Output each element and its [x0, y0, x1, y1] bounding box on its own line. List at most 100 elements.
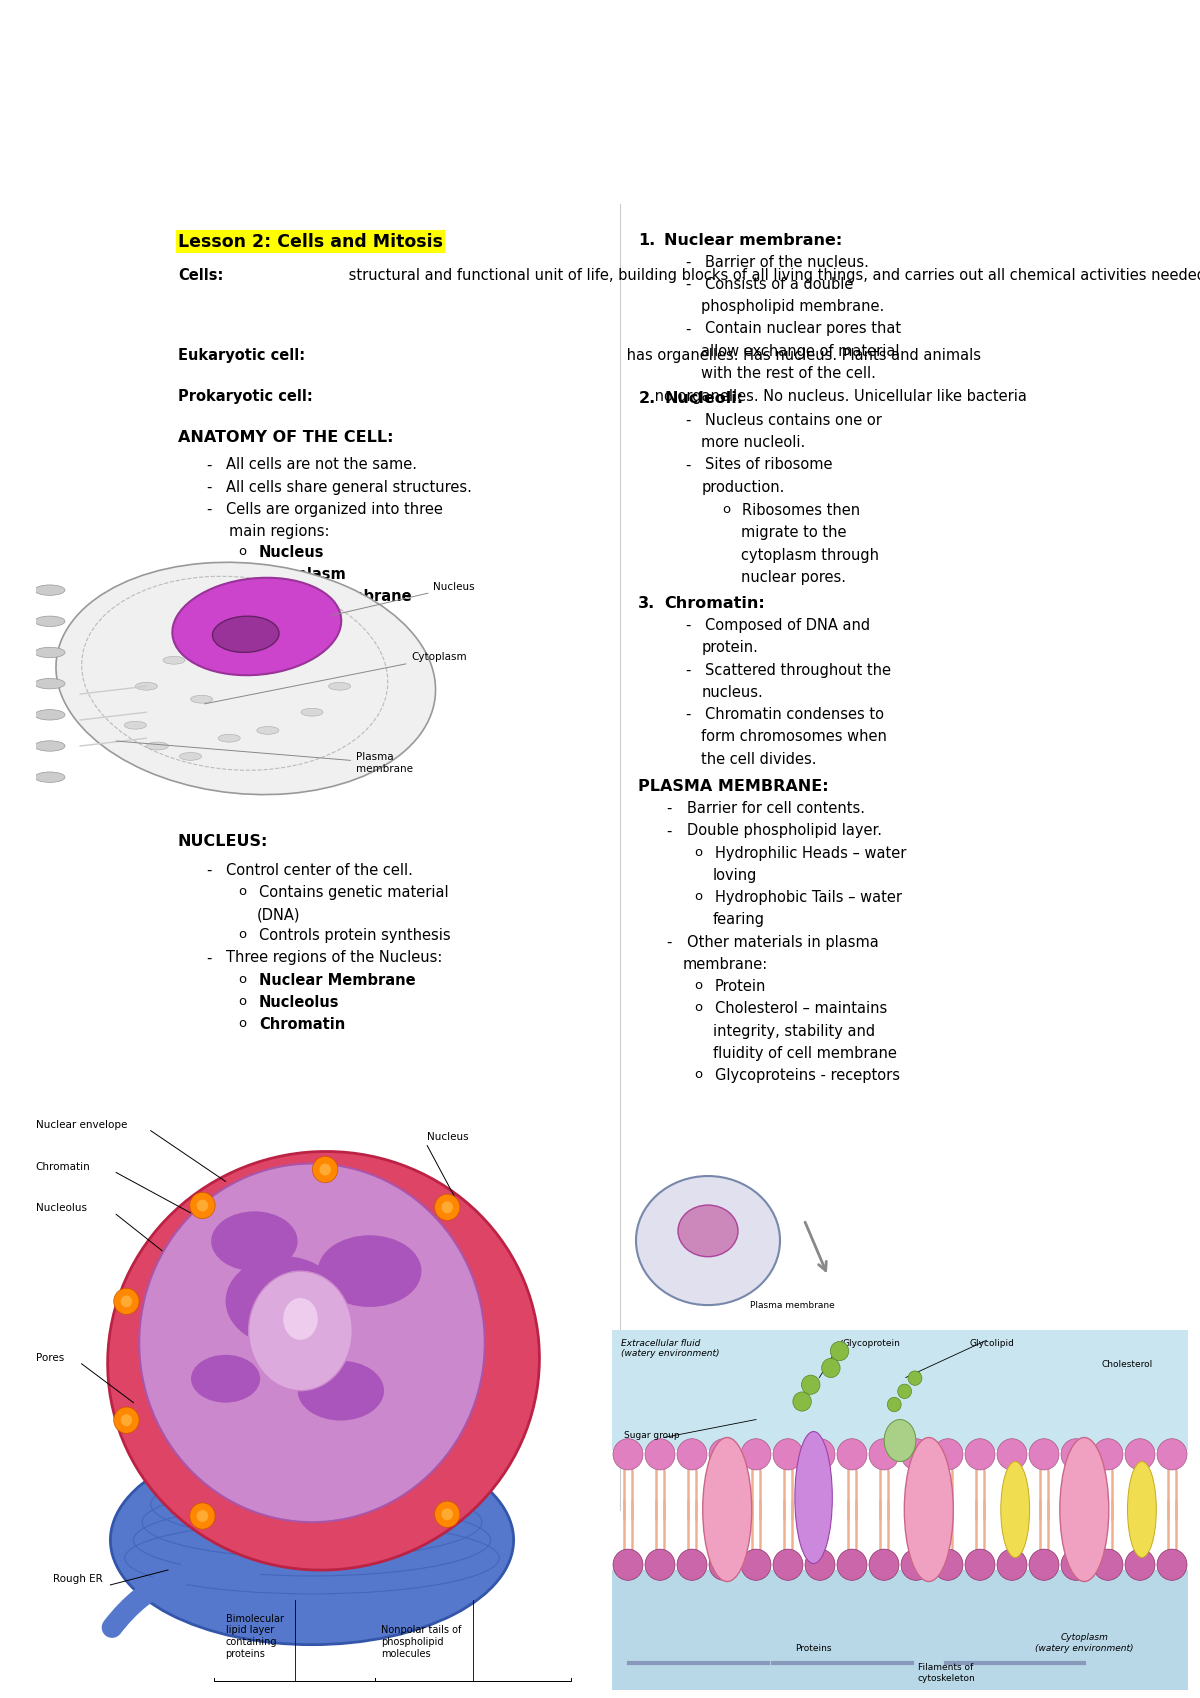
Ellipse shape: [125, 722, 146, 728]
Ellipse shape: [191, 1355, 260, 1403]
Text: allow exchange of material: allow exchange of material: [702, 343, 900, 358]
Text: has organelles. Has nucleus. Plants and animals: has organelles. Has nucleus. Plants and …: [622, 348, 980, 363]
Ellipse shape: [35, 740, 65, 751]
Text: o: o: [722, 503, 730, 516]
Text: Hydrophilic Heads – water: Hydrophilic Heads – water: [714, 846, 906, 861]
Text: Barrier for cell contents.: Barrier for cell contents.: [686, 801, 865, 817]
Text: Filaments of
cytoskeleton: Filaments of cytoskeleton: [917, 1662, 974, 1683]
Text: o: o: [239, 885, 246, 898]
Ellipse shape: [905, 1438, 953, 1581]
Text: loving: loving: [713, 868, 757, 883]
Circle shape: [1061, 1438, 1091, 1470]
Text: Cytoplasm: Cytoplasm: [259, 567, 346, 582]
Ellipse shape: [1128, 1462, 1157, 1557]
Text: -: -: [666, 934, 672, 949]
Circle shape: [613, 1438, 643, 1470]
Text: more nucleoli.: more nucleoli.: [702, 435, 805, 450]
Ellipse shape: [211, 1211, 298, 1272]
Ellipse shape: [884, 1420, 916, 1462]
Text: nuclear pores.: nuclear pores.: [740, 571, 846, 584]
Text: -: -: [206, 863, 211, 878]
Circle shape: [742, 1549, 770, 1581]
Text: o: o: [239, 545, 246, 559]
Text: migrate to the: migrate to the: [740, 525, 846, 540]
Circle shape: [898, 1384, 912, 1399]
Ellipse shape: [35, 773, 65, 783]
Text: Nucleus: Nucleus: [427, 1131, 469, 1141]
Circle shape: [709, 1438, 739, 1470]
Text: Nuclear Membrane: Nuclear Membrane: [259, 973, 415, 988]
Ellipse shape: [212, 616, 280, 652]
Circle shape: [646, 1438, 674, 1470]
Text: o: o: [239, 929, 246, 941]
Ellipse shape: [1060, 1438, 1109, 1581]
Text: fearing: fearing: [713, 912, 764, 927]
Ellipse shape: [173, 577, 341, 676]
Text: Extracellular fluid
(watery environment): Extracellular fluid (watery environment): [620, 1338, 719, 1358]
Text: ANATOMY OF THE CELL:: ANATOMY OF THE CELL:: [178, 430, 394, 445]
Circle shape: [901, 1549, 931, 1581]
Text: -: -: [685, 321, 690, 336]
Circle shape: [190, 1192, 215, 1219]
Text: production.: production.: [702, 479, 785, 494]
Circle shape: [742, 1438, 770, 1470]
Ellipse shape: [191, 696, 212, 703]
Ellipse shape: [180, 752, 202, 761]
Circle shape: [805, 1549, 835, 1581]
Text: Rough ER: Rough ER: [53, 1574, 102, 1584]
Text: -: -: [206, 951, 211, 966]
Text: -: -: [206, 479, 211, 494]
Circle shape: [121, 1296, 132, 1307]
Text: Nucleolus: Nucleolus: [259, 995, 340, 1010]
Circle shape: [613, 1549, 643, 1581]
Ellipse shape: [218, 734, 240, 742]
Ellipse shape: [139, 1163, 485, 1521]
Text: Composed of DNA and: Composed of DNA and: [706, 618, 870, 633]
Text: o: o: [694, 1068, 702, 1082]
Circle shape: [114, 1289, 139, 1314]
Circle shape: [1030, 1549, 1058, 1581]
Ellipse shape: [298, 1360, 384, 1421]
Text: Consists of a double: Consists of a double: [706, 277, 853, 292]
Text: fluidity of cell membrane: fluidity of cell membrane: [713, 1046, 896, 1061]
Ellipse shape: [35, 616, 65, 627]
Circle shape: [773, 1438, 803, 1470]
Text: Cytoplasm: Cytoplasm: [204, 652, 467, 705]
Text: o: o: [694, 1002, 702, 1014]
Text: 3.: 3.: [638, 596, 655, 611]
Text: Chromatin: Chromatin: [36, 1161, 90, 1172]
Circle shape: [773, 1549, 803, 1581]
Text: Chromatin: Chromatin: [259, 1017, 346, 1032]
Text: Pores: Pores: [36, 1353, 64, 1363]
Text: Contains genetic material: Contains genetic material: [259, 885, 449, 900]
Text: 2.: 2.: [638, 391, 655, 406]
Text: -: -: [206, 503, 211, 516]
Text: Sites of ribosome: Sites of ribosome: [706, 457, 833, 472]
Circle shape: [197, 1199, 208, 1211]
Ellipse shape: [703, 1438, 751, 1581]
Circle shape: [1157, 1438, 1187, 1470]
Text: Plasma Membrane: Plasma Membrane: [259, 589, 412, 604]
Text: Nucleoli:: Nucleoli:: [665, 391, 744, 406]
Text: -: -: [685, 277, 690, 292]
Circle shape: [434, 1501, 460, 1528]
Text: Glycoprotein: Glycoprotein: [842, 1338, 900, 1348]
Text: main regions:: main regions:: [229, 525, 330, 538]
Text: Cells:: Cells:: [178, 268, 223, 284]
Text: Bimolecular
lipid layer
containing
proteins: Bimolecular lipid layer containing prote…: [226, 1613, 283, 1659]
Text: PLASMA MEMBRANE:: PLASMA MEMBRANE:: [638, 779, 829, 795]
Ellipse shape: [35, 584, 65, 596]
Circle shape: [805, 1438, 835, 1470]
Text: Nucleus contains one or: Nucleus contains one or: [706, 413, 882, 428]
Text: o: o: [239, 589, 246, 603]
Text: Barrier of the nucleus.: Barrier of the nucleus.: [706, 255, 869, 270]
Ellipse shape: [794, 1431, 833, 1564]
Ellipse shape: [226, 1257, 341, 1347]
Text: Nuclear envelope: Nuclear envelope: [36, 1119, 127, 1129]
Circle shape: [869, 1438, 899, 1470]
Circle shape: [965, 1438, 995, 1470]
Circle shape: [838, 1438, 866, 1470]
Text: Eukaryotic cell:: Eukaryotic cell:: [178, 348, 305, 363]
Ellipse shape: [163, 657, 185, 664]
Text: Contain nuclear pores that: Contain nuclear pores that: [706, 321, 901, 336]
